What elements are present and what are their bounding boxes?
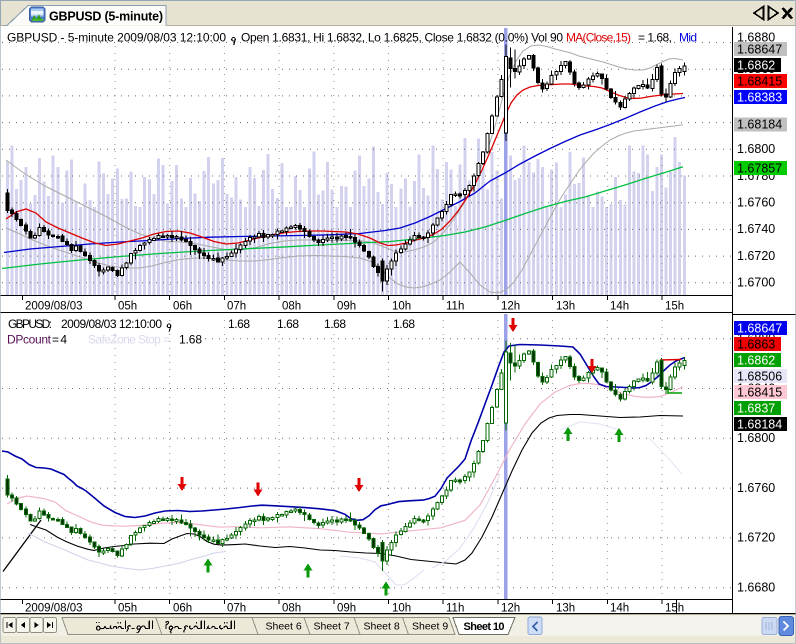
svg-text:Sheet 10: Sheet 10	[464, 621, 505, 633]
svg-text:1.6880: 1.6880	[737, 30, 775, 44]
svg-text:Sheet 8: Sheet 8	[364, 621, 400, 633]
svg-text:Sheet 9: Sheet 9	[412, 621, 448, 633]
svg-text:08h: 08h	[282, 603, 301, 615]
svg-text:1.6740: 1.6740	[737, 222, 775, 236]
svg-text:Sheet 7: Sheet 7	[314, 621, 350, 633]
svg-text:2009/08/03 12:10:00: 2009/08/03 12:10:00	[61, 317, 162, 331]
svg-text:1.6760: 1.6760	[737, 481, 775, 495]
svg-text:08h: 08h	[282, 301, 301, 313]
svg-text:1.6720: 1.6720	[737, 249, 775, 263]
svg-text:1.6760: 1.6760	[737, 196, 775, 210]
svg-text:13h: 13h	[556, 301, 575, 313]
svg-text:SafeZone Stop =: SafeZone Stop =	[88, 333, 170, 347]
svg-text:05h: 05h	[118, 301, 137, 313]
svg-text:11h: 11h	[446, 603, 464, 615]
svg-text:06h: 06h	[173, 301, 192, 313]
svg-text:15h: 15h	[665, 301, 684, 313]
svg-text:13h: 13h	[556, 603, 575, 615]
svg-text:Sheet 6: Sheet 6	[266, 621, 302, 633]
svg-text:1.6700: 1.6700	[737, 276, 775, 290]
svg-text:= 4: = 4	[52, 333, 67, 347]
svg-text:12h: 12h	[501, 603, 520, 615]
svg-text:2009/08/03: 2009/08/03	[25, 301, 83, 313]
svg-text:10h: 10h	[392, 301, 411, 313]
svg-text:1.68: 1.68	[228, 317, 250, 331]
svg-text:14h: 14h	[610, 301, 629, 313]
svg-text:1.6800: 1.6800	[737, 431, 775, 445]
svg-text:14h: 14h	[610, 603, 629, 615]
svg-text:1.68: 1.68	[277, 317, 299, 331]
svg-text:= 1.68,: = 1.68,	[638, 31, 672, 45]
svg-text:1.68184: 1.68184	[737, 417, 782, 431]
svg-text:1.6837: 1.6837	[737, 401, 775, 415]
svg-text:Open 1.6831, Hi 1.6832, Lo 1.6: Open 1.6831, Hi 1.6832, Lo 1.6825, Close…	[241, 31, 563, 45]
svg-text:1.68415: 1.68415	[737, 385, 782, 399]
svg-text:1.68: 1.68	[179, 333, 202, 347]
svg-text:15h: 15h	[665, 603, 684, 615]
svg-text:09h: 09h	[337, 301, 356, 313]
svg-text:MA(Close,15): MA(Close,15)	[566, 31, 631, 45]
svg-text:1.6800: 1.6800	[737, 142, 775, 156]
svg-text:06h: 06h	[173, 603, 192, 615]
svg-text:DPcount: DPcount	[7, 333, 52, 347]
svg-text:GBPUSD:: GBPUSD:	[8, 317, 52, 331]
svg-text:12h: 12h	[501, 301, 520, 313]
svg-text:1.67857: 1.67857	[737, 161, 782, 175]
svg-text:1.68: 1.68	[393, 317, 415, 331]
svg-text:11h: 11h	[446, 301, 464, 313]
svg-text:Mid: Mid	[679, 31, 697, 45]
svg-text:10h: 10h	[392, 603, 411, 615]
svg-text:1.68383: 1.68383	[737, 90, 782, 104]
svg-text:1.6862: 1.6862	[737, 58, 775, 72]
svg-text:1.6680: 1.6680	[737, 581, 775, 595]
svg-text:1.6863: 1.6863	[737, 337, 775, 351]
svg-text:1.68506: 1.68506	[737, 369, 782, 383]
svg-text:1.6862: 1.6862	[737, 353, 775, 367]
svg-text:07h: 07h	[227, 301, 246, 313]
svg-text:1.68: 1.68	[324, 317, 346, 331]
svg-text:GBPUSD (5-minute): GBPUSD (5-minute)	[49, 10, 163, 24]
svg-text:07h: 07h	[227, 603, 246, 615]
svg-text:1.68415: 1.68415	[737, 74, 782, 88]
svg-text:05h: 05h	[118, 603, 137, 615]
svg-text:1.68647: 1.68647	[737, 321, 782, 335]
svg-text:1.6720: 1.6720	[737, 531, 775, 545]
svg-text:2009/08/03: 2009/08/03	[25, 603, 83, 615]
svg-text:GBPUSD - 5-minute 2009/08/03 1: GBPUSD - 5-minute 2009/08/03 12:10:00	[7, 31, 226, 45]
svg-text:1.68647: 1.68647	[737, 42, 782, 56]
svg-text:09h: 09h	[337, 603, 356, 615]
svg-text:1.68184: 1.68184	[737, 118, 782, 132]
